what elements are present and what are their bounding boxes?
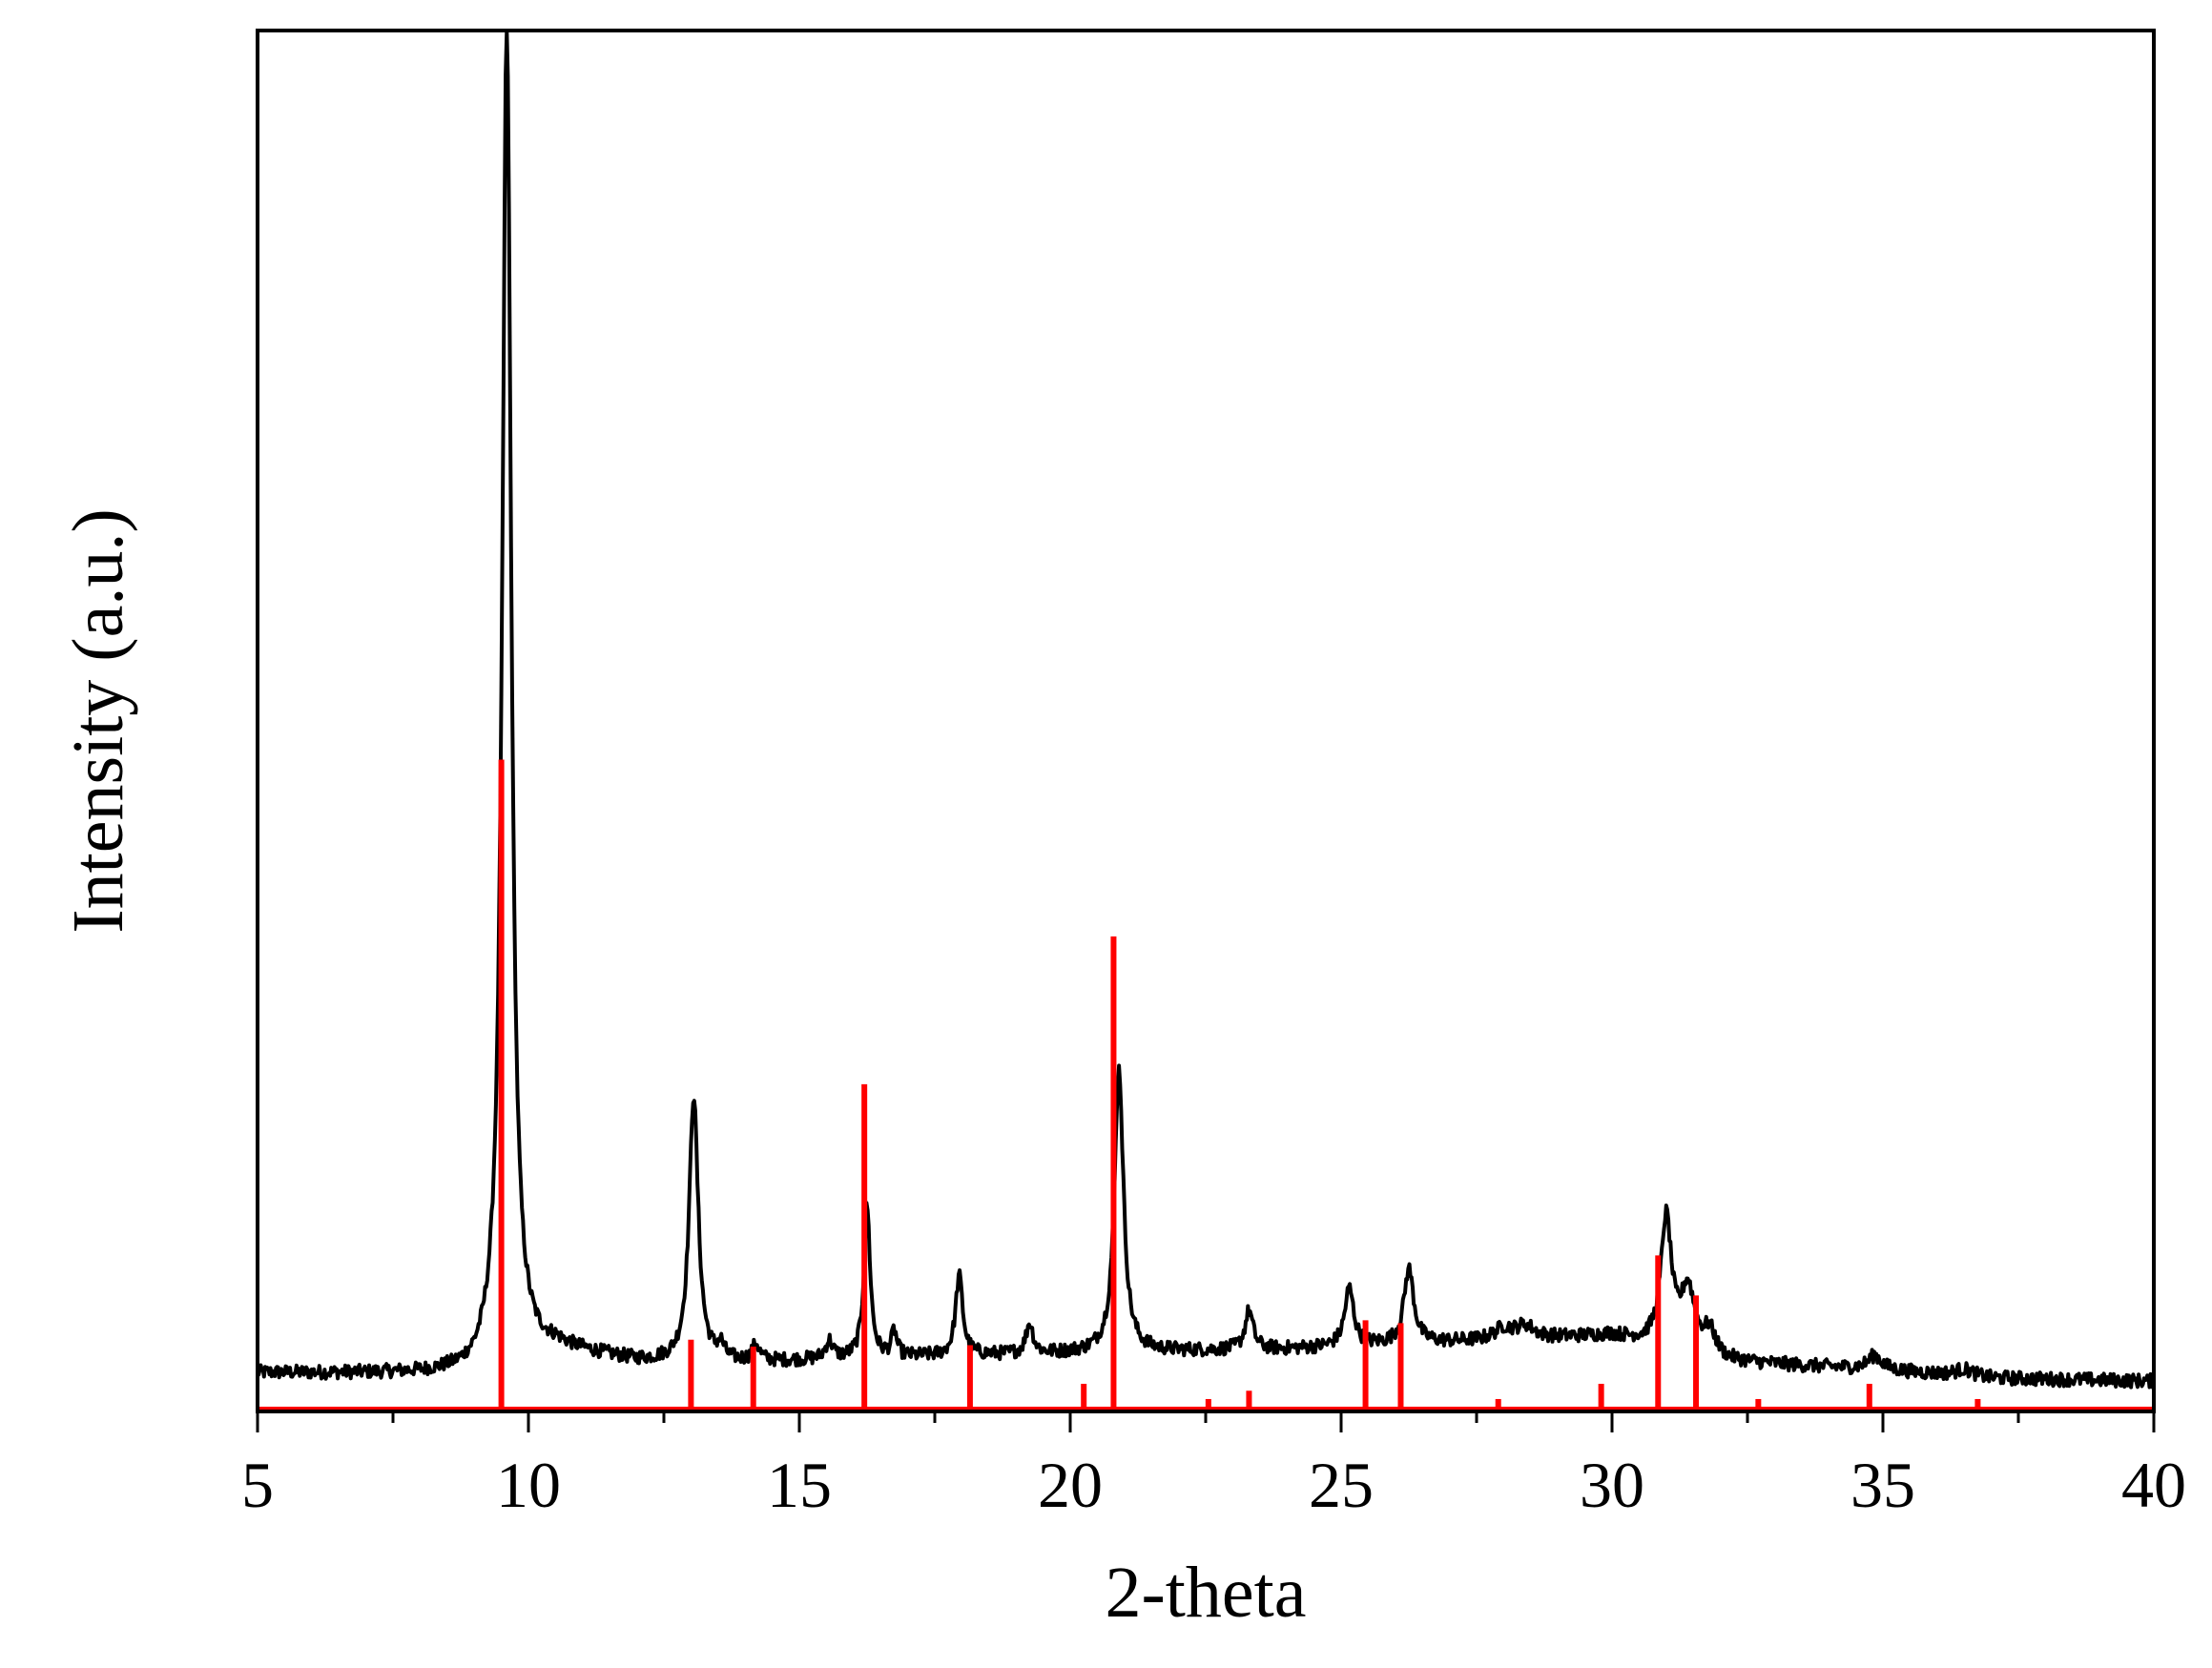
x-tick-label: 10	[496, 1449, 561, 1521]
y-axis-title: Intensity (a.u.)	[58, 508, 138, 933]
x-tick-label: 15	[767, 1449, 832, 1521]
x-tick-label: 25	[1309, 1449, 1374, 1521]
x-tick-label: 35	[1850, 1449, 1915, 1521]
x-tick-label: 5	[241, 1449, 274, 1521]
x-tick-label: 20	[1038, 1449, 1103, 1521]
x-tick-label: 40	[2121, 1449, 2186, 1521]
measured-pattern-line	[256, 29, 2156, 1390]
plot-frame	[256, 29, 2156, 1413]
x-axis-title: 2-theta	[1105, 1553, 1306, 1633]
x-axis-ticks: 5 10 15 20 25 30 35 40	[241, 1411, 2186, 1521]
x-tick-label: 30	[1580, 1449, 1644, 1521]
plot-area	[256, 29, 2156, 1411]
